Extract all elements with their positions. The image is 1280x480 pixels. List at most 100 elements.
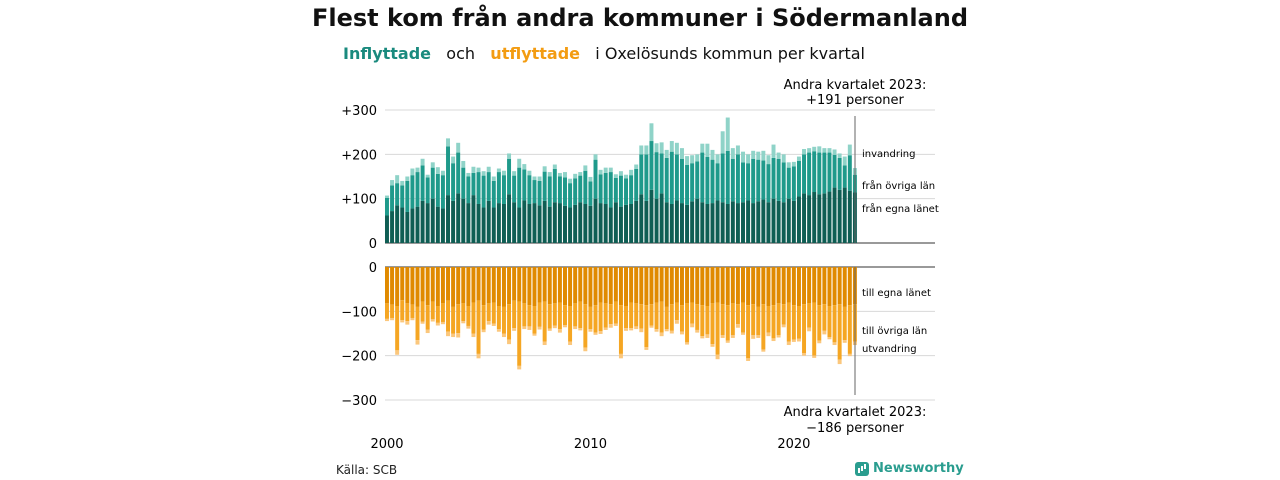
bar-out-abroad — [781, 324, 786, 328]
bar-out-own — [593, 267, 598, 306]
bar-out-abroad — [456, 333, 461, 338]
bar-in-abroad — [751, 150, 756, 159]
bar-in-other — [496, 172, 501, 204]
bar-in-abroad — [527, 170, 532, 176]
bar-in-abroad — [664, 149, 669, 158]
bar-out-own — [385, 267, 389, 304]
bar-in-other — [771, 157, 776, 199]
bar-out-abroad — [537, 326, 542, 330]
bar-out-abroad — [532, 333, 537, 336]
bar-in-other — [847, 155, 852, 191]
bar-out-other — [573, 303, 578, 327]
bar-in-other — [639, 154, 644, 195]
bar-out-other — [395, 306, 400, 351]
annotation-bottom-line1: Andra kvartalet 2023: — [784, 405, 927, 420]
bar-out-other — [415, 306, 420, 341]
bar-in-other — [807, 152, 812, 196]
bar-in-other — [700, 152, 705, 203]
bar-out-own — [822, 267, 827, 305]
bar-out-abroad — [741, 332, 745, 335]
bar-out-other — [659, 301, 664, 333]
bar-in-abroad — [685, 156, 690, 165]
bar-out-other — [486, 303, 491, 322]
bar-out-own — [415, 267, 420, 307]
bar-series — [385, 117, 857, 370]
bar-in-other — [552, 168, 557, 203]
bar-out-abroad — [751, 335, 756, 339]
bar-out-own — [756, 267, 761, 307]
bar-in-other — [400, 185, 405, 208]
bar-in-other — [537, 180, 542, 206]
bar-in-own — [563, 205, 567, 243]
bar-out-abroad — [415, 340, 420, 345]
bar-in-abroad — [547, 172, 552, 177]
bar-out-other — [674, 302, 679, 321]
bar-in-own — [629, 203, 634, 243]
bar-out-other — [664, 306, 669, 330]
bar-in-own — [588, 205, 593, 243]
bar-in-abroad — [827, 148, 832, 153]
bar-out-other — [385, 303, 389, 319]
bar-out-other — [832, 305, 837, 343]
bar-in-own — [796, 196, 801, 243]
bar-out-other — [598, 302, 603, 332]
bar-out-own — [634, 267, 639, 304]
bar-out-abroad — [705, 334, 710, 338]
bar-in-other — [517, 167, 522, 208]
bar-out-own — [542, 267, 547, 302]
bar-out-other — [425, 305, 430, 330]
bar-out-other — [751, 304, 756, 336]
bar-in-abroad — [644, 145, 649, 155]
bar-out-abroad — [756, 335, 761, 338]
bar-in-abroad — [588, 176, 593, 182]
bar-in-abroad — [796, 156, 801, 161]
bar-in-own — [593, 198, 598, 243]
bar-in-own — [735, 203, 740, 243]
bar-out-abroad — [486, 321, 491, 325]
bar-out-other — [685, 303, 690, 343]
bar-out-abroad — [720, 335, 725, 338]
bar-in-own — [557, 203, 562, 243]
bar-out-abroad — [802, 353, 807, 356]
bar-in-abroad — [557, 172, 562, 177]
bar-in-other — [456, 152, 461, 194]
bar-out-abroad — [796, 338, 801, 342]
bar-in-own — [507, 194, 512, 243]
bar-in-other — [756, 159, 761, 202]
bar-in-own — [435, 206, 440, 243]
bar-out-other — [440, 303, 445, 322]
bar-out-other — [420, 301, 425, 322]
bar-in-other — [751, 158, 756, 204]
label-till-ovriga-lan: till övriga län — [862, 326, 927, 337]
bar-in-other — [735, 154, 740, 204]
bar-in-abroad — [435, 167, 440, 174]
bar-out-other — [756, 306, 761, 336]
bar-out-abroad — [669, 330, 674, 334]
bar-in-own — [756, 201, 761, 243]
bar-in-abroad — [456, 142, 461, 153]
bar-out-other — [629, 302, 634, 329]
annotation-top-line1: Andra kvartalet 2023: — [784, 78, 927, 93]
bar-out-abroad — [746, 358, 751, 361]
bar-out-own — [685, 267, 690, 304]
bar-out-other — [781, 304, 786, 325]
bar-in-own — [578, 202, 583, 243]
bar-in-abroad — [720, 131, 725, 154]
bar-out-own — [603, 267, 608, 304]
bar-out-own — [568, 267, 573, 307]
bar-out-own — [659, 267, 664, 302]
bar-out-own — [425, 267, 430, 306]
bar-in-abroad — [390, 180, 395, 186]
bar-in-other — [507, 158, 512, 195]
bar-out-abroad — [435, 322, 440, 326]
bar-in-other — [741, 162, 745, 203]
bar-out-abroad — [598, 331, 603, 334]
label-till-egna-lanet: till egna länet — [862, 288, 931, 299]
bar-out-other — [644, 305, 649, 348]
bar-in-own — [654, 198, 659, 243]
bar-in-own — [547, 206, 552, 243]
bar-out-abroad — [629, 328, 634, 331]
bar-out-own — [796, 267, 801, 307]
bar-out-own — [608, 267, 613, 305]
bar-in-own — [725, 203, 730, 243]
